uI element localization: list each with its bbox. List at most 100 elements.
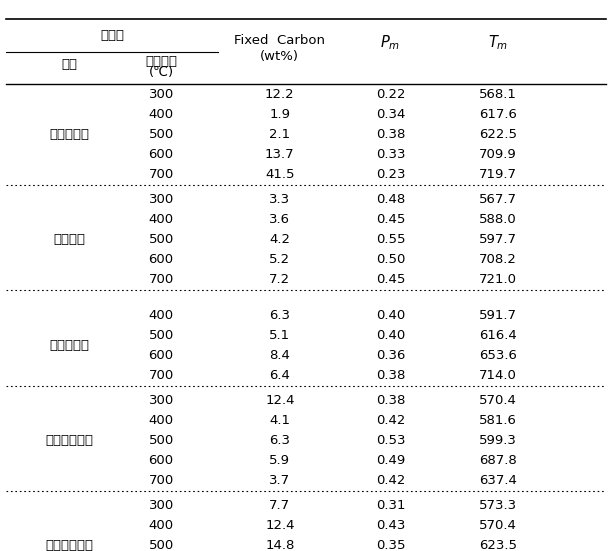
- Text: 12.4: 12.4: [265, 393, 295, 407]
- Text: 400: 400: [149, 518, 173, 532]
- Text: 0.49: 0.49: [376, 454, 405, 467]
- Text: 0.53: 0.53: [376, 434, 405, 447]
- Text: 591.7: 591.7: [479, 309, 517, 322]
- Text: 570.4: 570.4: [479, 518, 517, 532]
- Text: 570.4: 570.4: [479, 393, 517, 407]
- Text: 0.50: 0.50: [376, 253, 405, 266]
- Text: 588.0: 588.0: [479, 213, 517, 226]
- Text: 400: 400: [149, 108, 173, 121]
- Text: 600: 600: [149, 349, 173, 362]
- Text: 600: 600: [149, 454, 173, 467]
- Text: 700: 700: [148, 369, 174, 382]
- Text: 500: 500: [148, 233, 174, 246]
- Text: 7.2: 7.2: [269, 273, 290, 287]
- Text: 714.0: 714.0: [479, 369, 517, 382]
- Text: $\mathit{T}_{\mathit{m}}$: $\mathit{T}_{\mathit{m}}$: [488, 33, 508, 52]
- Text: 0.45: 0.45: [376, 213, 405, 226]
- Text: 41.5: 41.5: [265, 168, 295, 181]
- Text: 시료: 시료: [61, 58, 77, 71]
- Text: 500: 500: [148, 329, 174, 342]
- Text: 0.36: 0.36: [376, 349, 405, 362]
- Text: 6.3: 6.3: [269, 309, 290, 322]
- Text: 597.7: 597.7: [479, 233, 517, 246]
- Text: 623.5: 623.5: [479, 539, 517, 551]
- Text: 573.3: 573.3: [479, 499, 517, 512]
- Text: 581.6: 581.6: [479, 414, 517, 427]
- Text: 617.6: 617.6: [479, 108, 517, 121]
- Text: 1.9: 1.9: [269, 108, 290, 121]
- Text: 5.1: 5.1: [269, 329, 290, 342]
- Text: 400: 400: [149, 414, 173, 427]
- Text: 7.7: 7.7: [269, 499, 290, 512]
- Text: Fixed  Carbon: Fixed Carbon: [234, 34, 325, 47]
- Text: 14.8: 14.8: [265, 539, 295, 551]
- Text: 700: 700: [148, 273, 174, 287]
- Text: 400: 400: [149, 213, 173, 226]
- Text: 0.38: 0.38: [376, 369, 405, 382]
- Text: 0.22: 0.22: [376, 88, 405, 101]
- Text: 6.3: 6.3: [269, 434, 290, 447]
- Text: 0.38: 0.38: [376, 393, 405, 407]
- Text: 0.38: 0.38: [376, 128, 405, 141]
- Text: 12.4: 12.4: [265, 518, 295, 532]
- Text: (wt%): (wt%): [260, 50, 300, 63]
- Text: 0.42: 0.42: [376, 474, 405, 487]
- Text: 568.1: 568.1: [479, 88, 517, 101]
- Text: 709.9: 709.9: [479, 148, 517, 161]
- Text: 0.33: 0.33: [376, 148, 405, 161]
- Text: 500: 500: [148, 539, 174, 551]
- Text: 721.0: 721.0: [479, 273, 517, 287]
- Text: 719.7: 719.7: [479, 168, 517, 181]
- Text: 616.4: 616.4: [479, 329, 517, 342]
- Text: 0.45: 0.45: [376, 273, 405, 287]
- Text: 0.35: 0.35: [376, 539, 405, 551]
- Text: (℃): (℃): [149, 66, 173, 79]
- Text: 5.9: 5.9: [269, 454, 290, 467]
- Text: 13.7: 13.7: [265, 148, 295, 161]
- Text: 12.2: 12.2: [265, 88, 295, 101]
- Text: 300: 300: [148, 393, 174, 407]
- Text: 0.40: 0.40: [376, 309, 405, 322]
- Text: 567.7: 567.7: [479, 193, 517, 206]
- Text: 8.4: 8.4: [269, 349, 290, 362]
- Text: 622.5: 622.5: [479, 128, 517, 141]
- Text: 4.2: 4.2: [269, 233, 290, 246]
- Text: 낙엽송수피: 낙엽송수피: [49, 339, 89, 352]
- Text: 500: 500: [148, 434, 174, 447]
- Text: 700: 700: [148, 168, 174, 181]
- Text: 0.48: 0.48: [376, 193, 405, 206]
- Text: 300: 300: [148, 499, 174, 512]
- Text: 687.8: 687.8: [479, 454, 517, 467]
- Text: 처리온도: 처리온도: [145, 55, 177, 68]
- Text: 300: 300: [148, 193, 174, 206]
- Text: 0.42: 0.42: [376, 414, 405, 427]
- Text: 톱밥버섯배지: 톱밥버섯배지: [45, 539, 93, 551]
- Text: 708.2: 708.2: [479, 253, 517, 266]
- Text: 0.43: 0.43: [376, 518, 405, 532]
- Text: 600: 600: [149, 148, 173, 161]
- Text: 3.6: 3.6: [269, 213, 290, 226]
- Text: 신갈나무골목: 신갈나무골목: [45, 434, 93, 447]
- Text: 300: 300: [148, 88, 174, 101]
- Text: 653.6: 653.6: [479, 349, 517, 362]
- Text: 700: 700: [148, 474, 174, 487]
- Text: $\mathit{P}_{\mathit{m}}$: $\mathit{P}_{\mathit{m}}$: [381, 33, 400, 52]
- Text: 0.23: 0.23: [376, 168, 405, 181]
- Text: 0.40: 0.40: [376, 329, 405, 342]
- Text: 4.1: 4.1: [269, 414, 290, 427]
- Text: 소나무수피: 소나무수피: [49, 128, 89, 141]
- Text: 599.3: 599.3: [479, 434, 517, 447]
- Text: 0.55: 0.55: [376, 233, 405, 246]
- Text: 5.2: 5.2: [269, 253, 290, 266]
- Text: 0.31: 0.31: [376, 499, 405, 512]
- Text: 6.4: 6.4: [269, 369, 290, 382]
- Text: 3.3: 3.3: [269, 193, 290, 206]
- Text: 0.34: 0.34: [376, 108, 405, 121]
- Text: 600: 600: [149, 253, 173, 266]
- Text: 2.1: 2.1: [269, 128, 290, 141]
- Text: 활성탄: 활성탄: [100, 29, 124, 42]
- Text: 400: 400: [149, 309, 173, 322]
- Text: 500: 500: [148, 128, 174, 141]
- Text: 637.4: 637.4: [479, 474, 517, 487]
- Text: 편백수피: 편백수피: [53, 233, 85, 246]
